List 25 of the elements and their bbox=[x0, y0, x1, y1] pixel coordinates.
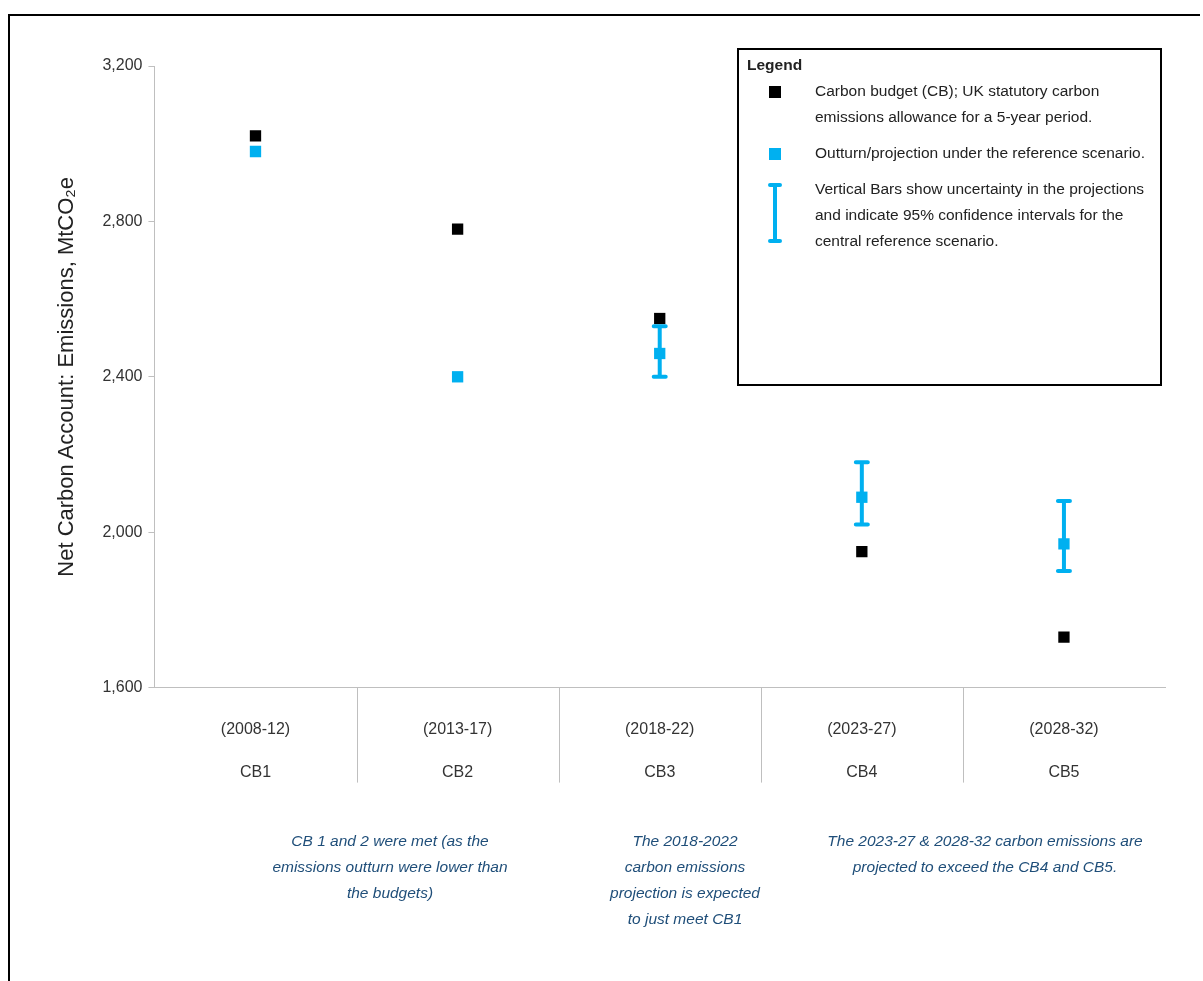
point bbox=[249, 145, 262, 158]
point bbox=[856, 545, 868, 558]
legend-title: Legend bbox=[747, 56, 804, 74]
point bbox=[249, 130, 262, 142]
text: CB 1 and 2 were met (as the emissions outturn were lower than the budgets) bbox=[271, 831, 509, 903]
y-tick-label: 1,600 bbox=[102, 678, 143, 696]
y-tick-label: 2,000 bbox=[102, 522, 143, 540]
text: The 2018-2022 carbon emissions projection is expected to just meet CB1 bbox=[610, 831, 760, 929]
category-label: (2023-27) CB4 bbox=[827, 719, 897, 780]
y-axis-title: Net Carbon Account: Emissions, MtCO₂e bbox=[53, 176, 79, 577]
category-label: (2028-32) CB5 bbox=[1029, 719, 1099, 780]
y-tick-label: 2,800 bbox=[102, 211, 143, 229]
category-label: (2008-12) CB1 bbox=[220, 719, 291, 780]
point bbox=[654, 312, 666, 325]
point bbox=[451, 223, 464, 235]
legend-label: Outturn/projection under the reference scenario. bbox=[815, 143, 1145, 163]
annotation: Vertical Bars show uncertainty in the projections and indicate 95% confidence intervals for the central reference scenario. bbox=[815, 179, 1146, 251]
point bbox=[1058, 631, 1070, 643]
y-tick-label: 3,200 bbox=[102, 56, 143, 74]
y-tick-label: 2,400 bbox=[102, 367, 143, 385]
category-label: (2013-17) CB2 bbox=[422, 719, 493, 780]
point bbox=[451, 371, 464, 383]
category-label: (2018-22) CB3 bbox=[625, 719, 695, 780]
legend-label: Carbon budget (CB); UK statutory carbon emissions allowance for a 5-year period. bbox=[815, 81, 1101, 127]
text: The 2023-27 & 2028-32 carbon emissions are projected to exceed the CB4 and CB5. bbox=[826, 831, 1144, 877]
